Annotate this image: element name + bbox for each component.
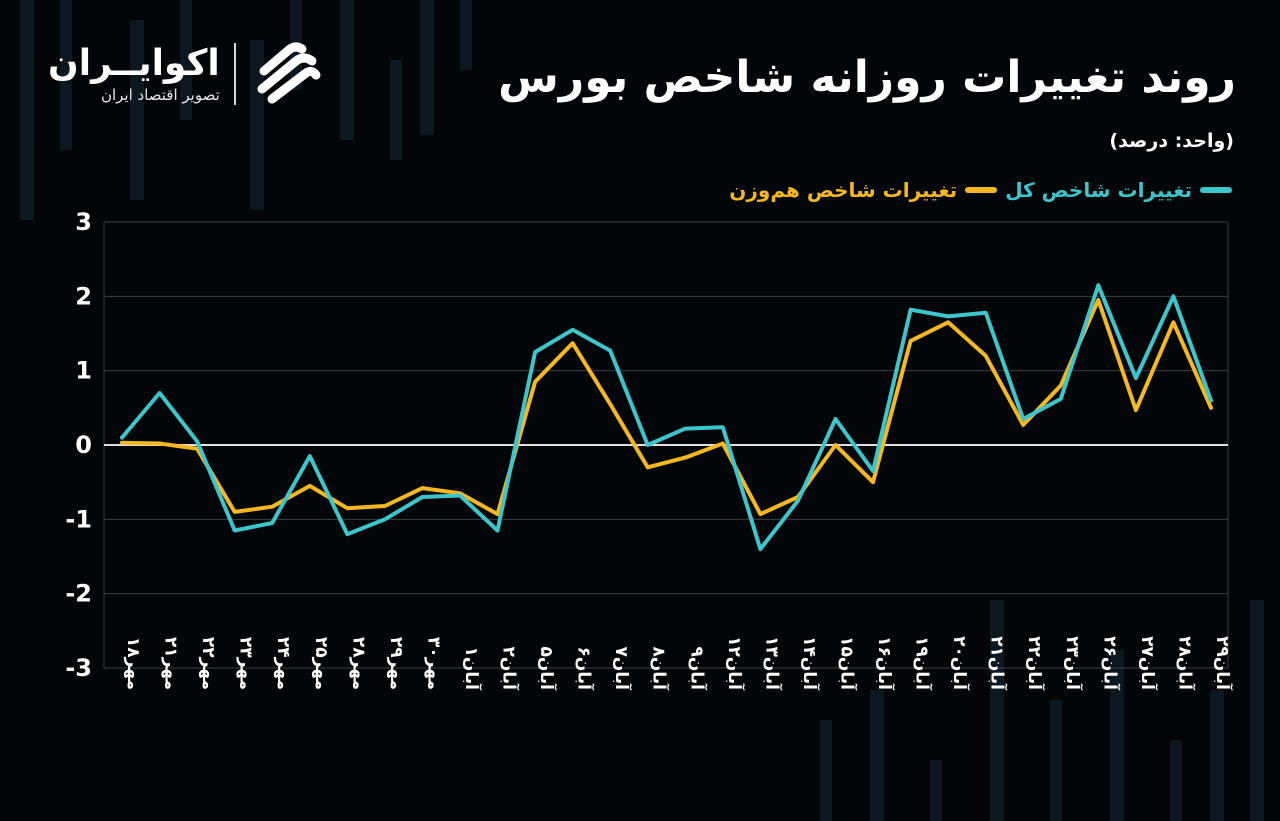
y-tick-label: 2 — [75, 282, 92, 310]
x-tick-label: آبان۱۲ — [724, 636, 746, 691]
x-tick-label: مهر۲۹ — [386, 637, 406, 690]
series-line-total-index — [120, 283, 1213, 552]
legend-label-total: تغییرات شاخص کل — [1005, 178, 1192, 202]
y-tick-label: -3 — [65, 654, 92, 682]
x-tick-label: آبان۲۳ — [1062, 636, 1084, 691]
ecoiran-logo-icon — [257, 42, 321, 104]
x-tick-label: آبان۸ — [649, 647, 671, 692]
x-tick-label: آبان۲۲ — [1024, 636, 1046, 691]
x-tick-label: آبان۱۹ — [912, 636, 934, 691]
chart-legend: تغییرات شاخص کل تغییرات شاخص هم‌وزن — [729, 178, 1232, 202]
y-tick-label: -1 — [65, 505, 92, 533]
x-tick-label: آبان۲۸ — [1174, 636, 1196, 691]
x-tick-label: آبان۲۰ — [949, 636, 971, 691]
x-tick-label: آبان۲۹ — [1212, 636, 1234, 691]
brand-logo: اکوایــران تصویر اقتصاد ایران — [48, 34, 324, 114]
brand-tagline: تصویر اقتصاد ایران — [100, 86, 220, 104]
x-tick-label: آبان۶ — [574, 647, 596, 692]
legend-item-equal-weight-index: تغییرات شاخص هم‌وزن — [729, 178, 998, 202]
x-tick-label: مهر۳۰ — [423, 637, 443, 690]
x-tick-label: آبان۱۶ — [874, 636, 896, 691]
legend-item-total-index: تغییرات شاخص کل — [1005, 178, 1232, 202]
x-tick-label: مهر۲۳ — [236, 637, 256, 690]
x-tick-label: مهر۲۱ — [161, 637, 181, 690]
legend-label-equal-weight: تغییرات شاخص هم‌وزن — [729, 178, 958, 202]
x-tick-label: آبان۲۷ — [1137, 636, 1159, 691]
x-tick-label: مهر۲۴ — [273, 637, 293, 690]
series-line-equal-weight-index — [120, 298, 1213, 517]
unit-label: (واحد: درصد) — [1109, 130, 1234, 152]
x-tick-label: آبان۷ — [611, 647, 633, 692]
x-tick-label: آبان۱۴ — [799, 636, 821, 691]
x-tick-label: آبان۲ — [499, 647, 521, 692]
x-tick-label: مهر۲۲ — [198, 637, 218, 690]
x-tick-label: آبان۹ — [686, 647, 708, 692]
x-tick-label: آبان۱۳ — [761, 636, 783, 691]
x-tick-label: آبان۱ — [461, 647, 483, 692]
x-tick-label: آبان۱۵ — [837, 636, 859, 691]
y-tick-label: 3 — [75, 208, 92, 236]
page-title: روند تغییرات روزانه شاخص بورس — [498, 52, 1236, 103]
legend-swatch-total — [1200, 187, 1232, 193]
brand-name: اکوایــران — [48, 43, 220, 84]
x-tick-label: آبان۲۱ — [987, 636, 1009, 691]
y-tick-label: 1 — [75, 357, 92, 385]
x-tick-label: مهر۲۵ — [311, 637, 331, 690]
x-tick-label: مهر۱۸ — [123, 637, 143, 690]
y-tick-label: -2 — [65, 580, 92, 608]
x-tick-label: آبان۲۶ — [1099, 636, 1121, 691]
x-tick-label: آبان۵ — [536, 647, 558, 692]
brand-separator — [233, 43, 236, 105]
x-tick-label: مهر۲۸ — [348, 637, 368, 690]
brand-text: اکوایــران تصویر اقتصاد ایران — [48, 43, 220, 105]
legend-swatch-equal-weight — [965, 187, 998, 193]
y-tick-label: 0 — [75, 431, 92, 459]
